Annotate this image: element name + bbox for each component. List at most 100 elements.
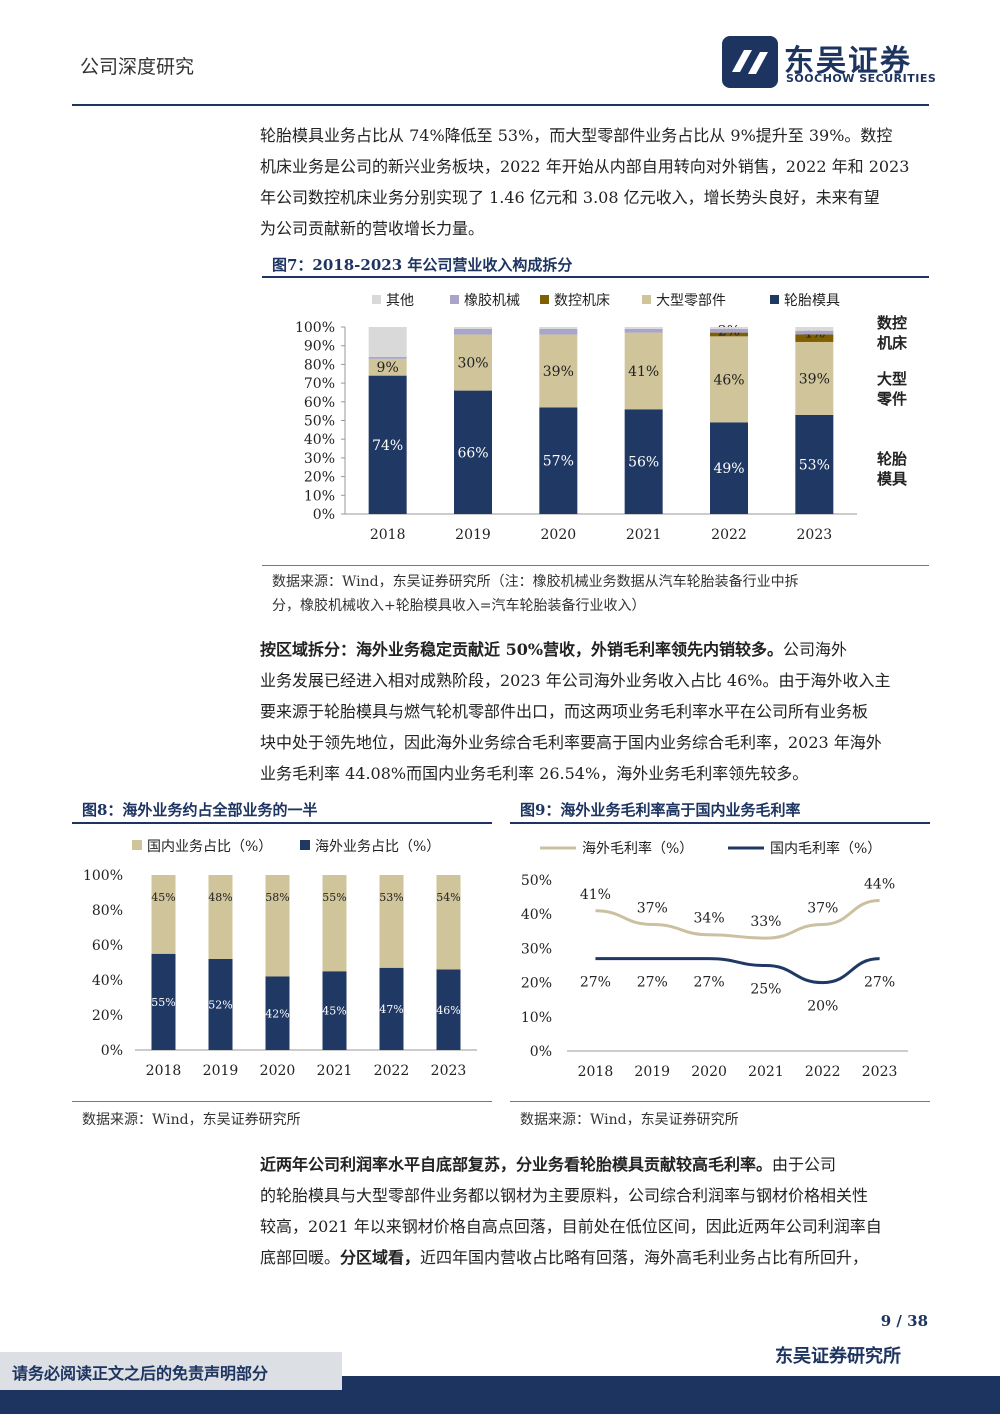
fig9-y-tick-label: 20% bbox=[521, 976, 552, 992]
fig8-y-tick-label: 80% bbox=[92, 903, 123, 919]
fig8-bar-segment bbox=[265, 976, 290, 1050]
fig9-legend-label: 国内毛利率（%） bbox=[770, 840, 881, 857]
fig7-bar-segment bbox=[539, 328, 578, 335]
fig9-data-label: 25% bbox=[750, 982, 781, 998]
para1-line: 为公司贡献新的营收增长力量。 bbox=[260, 219, 485, 238]
para2-line: 要来源于轮胎模具与燃气轮机零部件出口，而这两项业务毛利率水平在公司所有业务板 bbox=[260, 702, 869, 721]
fig7-y-tick-label: 0% bbox=[313, 507, 335, 523]
fig9-x-tick-label: 2021 bbox=[748, 1064, 784, 1080]
fig7-data-label: 41% bbox=[628, 364, 659, 380]
logo-text-cn: 东吴证券 bbox=[784, 44, 912, 79]
fig7-bottom-rule bbox=[262, 565, 929, 566]
fig7-bar-segment bbox=[795, 414, 834, 514]
fig8-data-label: 55% bbox=[151, 996, 175, 1009]
fig8-bar-segment bbox=[151, 953, 176, 1050]
fig7-data-label: 53% bbox=[799, 457, 830, 473]
fig8-x-tick-label: 2021 bbox=[317, 1063, 353, 1079]
fig9-data-label: 33% bbox=[750, 914, 781, 930]
footer-disclaimer: 请务必阅读正文之后的免责声明部分 bbox=[12, 1364, 269, 1383]
fig7-legend-swatch bbox=[372, 295, 381, 304]
fig7-legend-label: 数控机床 bbox=[554, 293, 610, 309]
fig7-source-line: 数据来源：Wind，东吴证券研究所（注：橡胶机械业务数据从汽车轮胎装备行业中拆 bbox=[272, 574, 799, 590]
fig9-chart: 0% 10% 20% 30% 40% 50% 2018 2019 2020 2021 2022 202… bbox=[521, 840, 908, 1080]
fig7-x-tick-label: 2020 bbox=[541, 527, 577, 543]
para1-line: 机床业务是公司的新兴业务板块，2022 年开始从内部自用转向对外销售，2022 … bbox=[260, 157, 910, 176]
fig7-data-label: 39% bbox=[543, 364, 574, 380]
fig9-x-tick-label: 2019 bbox=[634, 1064, 670, 1080]
fig8-data-label: 54% bbox=[436, 891, 460, 904]
fig9-legend-label: 海外毛利率（%） bbox=[582, 840, 693, 857]
fig9-y-tick-label: 10% bbox=[521, 1010, 552, 1026]
para2-line: 公司海外 bbox=[783, 640, 848, 659]
fig7-y-tick-label: 50% bbox=[304, 414, 335, 430]
fig8-y-tick-label: 20% bbox=[92, 1008, 123, 1024]
fig9-series-line bbox=[595, 899, 880, 940]
fig7-data-label: 66% bbox=[457, 445, 488, 461]
fig7-side-label: 零件 bbox=[876, 390, 907, 408]
fig9-x-tick-label: 2020 bbox=[691, 1064, 727, 1080]
para3-line: 较高，2021 年以来钢材价格自高点回落，目前处在低位区间，因此近两年公司利润率… bbox=[260, 1217, 882, 1236]
para1-line: 年公司数控机床业务分别实现了 1.46 亿元和 3.08 亿元收入，增长势头良好… bbox=[260, 188, 880, 207]
fig8-data-label: 45% bbox=[151, 891, 175, 904]
fig8-bar-segment bbox=[436, 875, 461, 970]
fig7-chart: 0% 10% 20% 30% 40% 50% 60% 70% 80% 90% 100% 74% 9% 20… bbox=[295, 292, 908, 543]
fig7-side-label: 轮胎 bbox=[877, 450, 907, 468]
fig9-source: 数据来源：Wind，东吴证券研究所 bbox=[520, 1112, 739, 1128]
fig7-y-tick-label: 20% bbox=[304, 470, 335, 486]
fig7-x-tick-label: 2023 bbox=[797, 527, 833, 543]
fig8-source: 数据来源：Wind，东吴证券研究所 bbox=[82, 1112, 301, 1128]
fig7-data-label: 46% bbox=[713, 372, 744, 388]
fig8-legend-swatch bbox=[300, 840, 310, 850]
fig8-data-label: 58% bbox=[265, 891, 289, 904]
fig7-bar-segment bbox=[710, 327, 748, 329]
fig8-x-tick-label: 2023 bbox=[431, 1063, 467, 1079]
fig8-bar-segment bbox=[436, 969, 461, 1050]
fig7-x-tick-label: 2019 bbox=[455, 527, 491, 543]
fig7-bar-segment bbox=[795, 330, 834, 335]
fig7-bar-segment bbox=[624, 332, 663, 410]
fig8-data-label: 42% bbox=[265, 1007, 289, 1020]
fig7-source: 数据来源：Wind，东吴证券研究所（注：橡胶机械业务数据从汽车轮胎装备行业中拆 … bbox=[272, 570, 799, 618]
fig8-bar-segment bbox=[322, 875, 347, 972]
footer-disclaimer-box bbox=[0, 1352, 342, 1390]
fig7-data-label: 56% bbox=[628, 455, 659, 471]
fig7-y-tick-label: 70% bbox=[304, 376, 335, 392]
fig8-y-tick-label: 60% bbox=[92, 938, 123, 954]
fig7-top-rule bbox=[262, 276, 929, 278]
fig8-top-rule bbox=[72, 822, 492, 824]
fig7-legend-swatch bbox=[540, 295, 549, 304]
fig8-y-tick-label: 100% bbox=[83, 868, 123, 884]
fig7-y-tick-label: 100% bbox=[295, 320, 335, 336]
paragraph-1: 轮胎模具业务占比从 74%降低至 53%，而大型零部件业务占比从 9%提升至 3… bbox=[260, 120, 930, 244]
fig7-side-label: 机床 bbox=[877, 334, 908, 352]
fig9-data-label: 44% bbox=[864, 877, 895, 893]
fig9-title: 图9：海外业务毛利率高于国内业务毛利率 bbox=[520, 801, 801, 819]
fig9-series-line bbox=[595, 957, 880, 985]
fig8-y-tick-label: 40% bbox=[92, 973, 123, 989]
fig7-legend-label: 大型零部件 bbox=[656, 293, 726, 309]
fig9-data-label: 34% bbox=[694, 911, 725, 927]
company-logo: 东吴证券 SOOCHOW SECURITIES bbox=[722, 36, 936, 88]
fig8-bar-segment bbox=[379, 875, 404, 968]
fig9-y-tick-label: 0% bbox=[530, 1044, 552, 1060]
fig7-x-tick-label: 2021 bbox=[626, 527, 662, 543]
fig7-legend-label: 橡胶机械 bbox=[464, 292, 520, 309]
page-number: 9 / 38 bbox=[880, 1312, 928, 1330]
fig9-x-tick-label: 2023 bbox=[862, 1064, 898, 1080]
fig8-legend-swatch bbox=[132, 840, 142, 850]
fig7-legend-swatch bbox=[642, 295, 651, 304]
fig7-side-label: 数控 bbox=[877, 314, 907, 332]
fig8-data-label: 52% bbox=[208, 999, 232, 1012]
fig7-bar-segment bbox=[368, 375, 407, 514]
fig9-bottom-rule bbox=[510, 1101, 930, 1102]
fig9-top-rule bbox=[510, 822, 930, 824]
fig9-data-label: 27% bbox=[637, 975, 668, 991]
para1-line: 轮胎模具业务占比从 74%降低至 53%，而大型零部件业务占比从 9%提升至 3… bbox=[260, 126, 893, 145]
fig9-y-tick-label: 40% bbox=[521, 907, 552, 923]
fig7-bar-segment bbox=[454, 328, 492, 335]
fig8-bar-segment bbox=[265, 875, 290, 977]
para3-lead: 近两年公司利润率水平自底部复苏，分业务看轮胎模具贡献较高毛利率。 bbox=[260, 1155, 773, 1174]
fig8-data-label: 47% bbox=[379, 1003, 403, 1016]
fig8-data-label: 45% bbox=[322, 1005, 346, 1018]
fig7-x-tick-label: 2018 bbox=[370, 527, 406, 543]
